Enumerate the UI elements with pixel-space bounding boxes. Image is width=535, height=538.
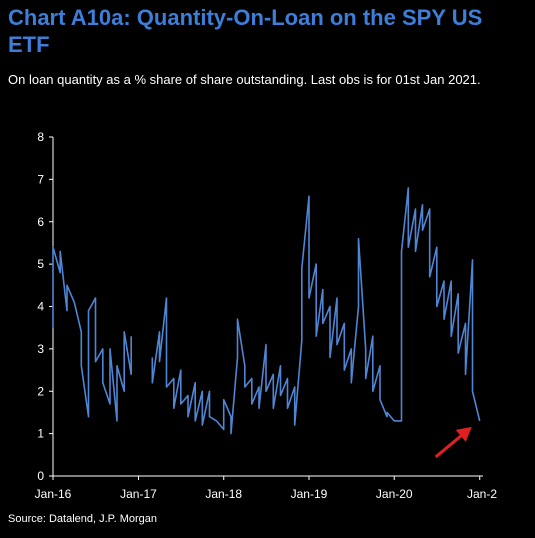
y-tick-label: 7	[37, 172, 44, 186]
series-line-segment-0	[52, 246, 132, 422]
annotation-arrow-shaft	[434, 430, 467, 459]
x-tick-label: Jan-2	[467, 487, 497, 501]
y-tick-label: 0	[37, 469, 44, 483]
x-tick-label: Jan-17	[120, 487, 157, 501]
y-tick-label: 1	[37, 427, 44, 441]
y-tick-label: 2	[37, 384, 44, 398]
axes: 0 1 2 3 4 5 6 7 8 Jan-16 Jan-17 Jan-18 Jan-19 Jan-20 J…	[35, 130, 498, 501]
y-tick-label: 6	[37, 215, 44, 229]
annotation-layer	[434, 426, 472, 459]
chart-subtitle: On loan quantity as a % share of share o…	[8, 72, 481, 87]
y-tick-label: 4	[37, 300, 44, 314]
x-tick-label: Jan-20	[376, 487, 413, 501]
x-tick-label: Jan-16	[35, 487, 72, 501]
y-tick-label: 8	[37, 130, 44, 144]
y-tick-label: 3	[37, 342, 44, 356]
annotation-arrow-head	[455, 426, 472, 442]
series-line-segment-1	[151, 187, 481, 435]
source-note: Source: Datalend, J.P. Morgan	[8, 513, 157, 525]
plot-lines	[52, 187, 481, 435]
y-tick-label: 5	[37, 257, 44, 271]
x-tick-label: Jan-18	[205, 487, 242, 501]
x-tick-label: Jan-19	[291, 487, 328, 501]
chart-title: Chart A10a: Quantity-On-Loan on the SPY …	[8, 5, 483, 57]
